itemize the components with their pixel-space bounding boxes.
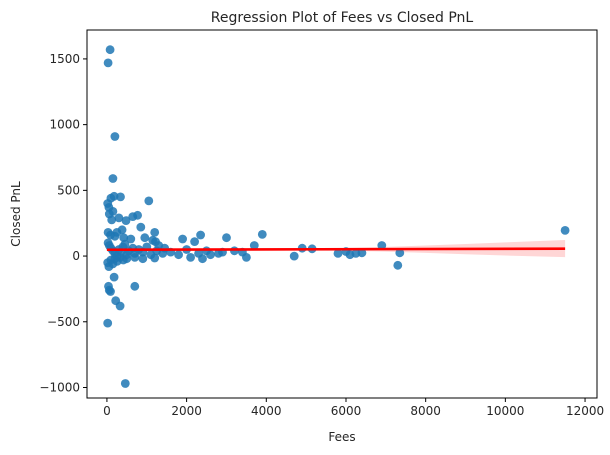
data-point	[120, 379, 130, 388]
data-point	[130, 281, 140, 291]
x-tick-label: 8000	[410, 404, 441, 418]
y-tick-label: 0	[72, 249, 80, 263]
data-point	[230, 246, 239, 256]
data-point	[242, 253, 251, 262]
data-point	[138, 254, 148, 264]
data-point	[377, 241, 387, 250]
data-point	[116, 192, 125, 202]
data-point	[108, 174, 118, 183]
data-point	[174, 250, 184, 260]
data-point	[109, 272, 119, 282]
data-point	[393, 260, 403, 270]
data-point	[178, 234, 188, 244]
data-point	[395, 248, 405, 258]
data-point	[119, 233, 129, 243]
plot-area	[87, 30, 597, 398]
regression-line	[106, 247, 566, 252]
y-tick-label: 500	[57, 183, 80, 197]
data-point	[136, 222, 146, 232]
y-axis-label: Closed PnL	[9, 181, 23, 247]
x-axis-ticks: 0 2000 4000 6000 8000 10000 12000	[103, 398, 604, 418]
data-point	[560, 226, 570, 235]
data-point	[190, 237, 200, 247]
data-point	[115, 301, 125, 311]
data-point	[150, 228, 160, 237]
y-axis-ticks: −1000 −500 0 500 1000 1500	[39, 52, 87, 394]
x-tick-label: 2000	[171, 404, 202, 418]
x-axis-label: Fees	[328, 430, 355, 444]
data-point	[106, 287, 115, 296]
data-point	[144, 196, 154, 206]
data-point	[206, 250, 215, 260]
data-point	[105, 45, 115, 55]
data-point	[158, 249, 168, 258]
data-point	[107, 215, 117, 225]
data-point	[103, 58, 113, 68]
x-tick-label: 6000	[331, 404, 362, 418]
data-point	[109, 191, 119, 201]
data-point	[333, 249, 343, 258]
data-point	[121, 216, 131, 226]
data-point	[130, 253, 140, 262]
plot-frame	[86, 29, 598, 399]
data-point	[150, 253, 160, 263]
x-tick-label: 4000	[251, 404, 282, 418]
data-point	[103, 318, 113, 328]
data-point	[133, 210, 143, 220]
data-point	[257, 230, 267, 239]
data-point	[289, 251, 299, 261]
data-point	[222, 233, 231, 243]
data-point	[120, 239, 130, 249]
regression-line-layer	[106, 247, 566, 252]
data-point	[357, 248, 367, 258]
data-point	[122, 254, 132, 264]
data-point	[186, 253, 196, 262]
data-point	[126, 234, 136, 244]
y-tick-label: 1000	[49, 118, 80, 132]
data-point	[110, 231, 120, 241]
data-point	[249, 241, 259, 250]
chart-title: Regression Plot of Fees vs Closed PnL	[211, 10, 474, 26]
y-tick-label: 1500	[49, 52, 80, 66]
data-point	[196, 230, 206, 240]
y-tick-label: −500	[47, 315, 80, 329]
x-tick-label: 0	[103, 404, 111, 418]
y-tick-label: −1000	[39, 380, 80, 394]
data-point	[114, 213, 124, 223]
data-point	[198, 254, 207, 264]
x-tick-label: 10000	[486, 404, 524, 418]
x-tick-label: 12000	[566, 404, 604, 418]
data-point	[140, 233, 150, 243]
data-point	[110, 132, 120, 141]
